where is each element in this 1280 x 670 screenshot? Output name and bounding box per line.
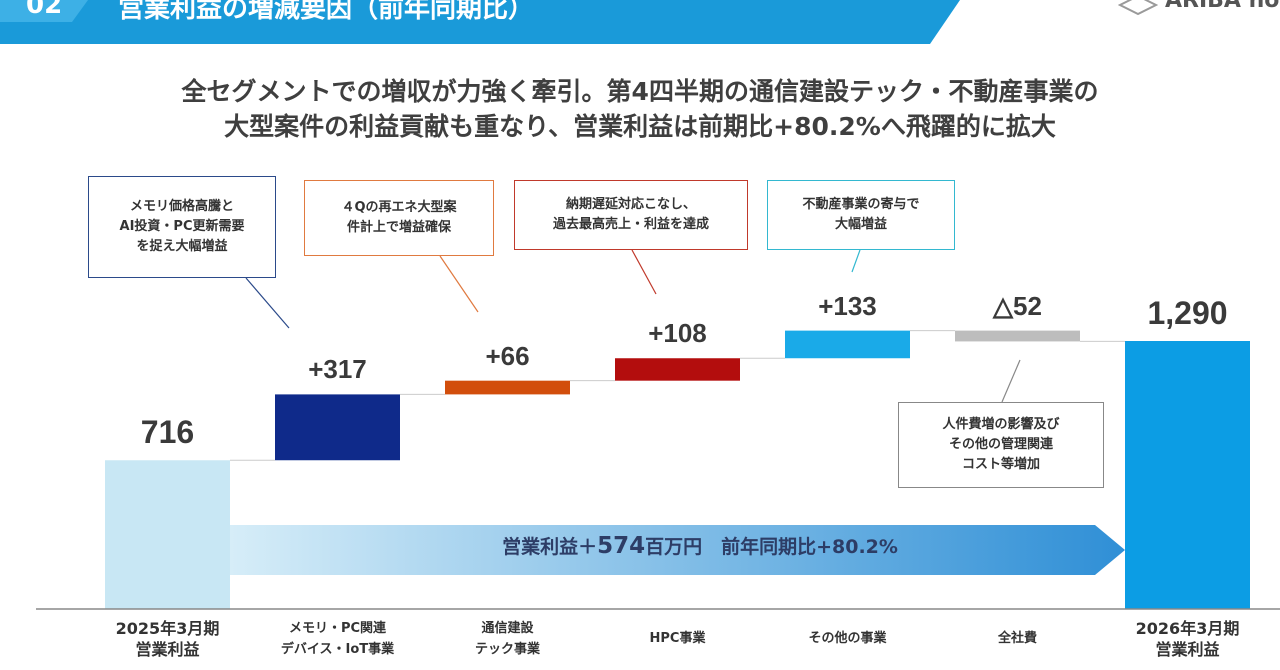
headline: 全セグメントでの増収が力強く牽引。第4四半期の通信建設テック・不動産事業の 大型… <box>0 74 1280 144</box>
company-logo-icon <box>1118 0 1158 16</box>
data-label-start: 716 <box>140 414 195 451</box>
header-band <box>0 0 960 44</box>
leader-line-5 <box>1001 359 1021 403</box>
company-logo-text: ARIBA hol <box>1165 0 1280 13</box>
category-label-line: メモリ・PC関連 <box>288 621 387 636</box>
category-label-line: 2026年3月期 <box>1135 619 1240 638</box>
summary-text: 営業利益＋574百万円 前年同期比+80.2% <box>380 532 1020 559</box>
growth-arrow <box>230 525 1125 575</box>
leader-line-1 <box>245 277 290 329</box>
category-label-line: 通信建設 <box>481 621 534 636</box>
headline-line-2: 大型案件の利益貢献も重なり、営業利益は前期比+80.2%へ飛躍的に拡大 <box>224 112 1056 141</box>
page-title: 営業利益の増減要因（前年同期比） <box>118 0 535 24</box>
category-label-other-business: その他の事業 <box>763 628 933 649</box>
category-label-memory-pc: メモリ・PC関連 デバイス・IoT事業 <box>253 618 423 660</box>
category-label-line: 2025年3月期 <box>115 619 220 638</box>
callout-line: 大幅増益 <box>834 217 887 232</box>
bar-telecom <box>445 380 570 395</box>
data-label-corporate-cost: △52 <box>993 290 1042 321</box>
callout-line: を捉え大幅増益 <box>136 239 228 254</box>
bar-memory-pc <box>275 394 400 461</box>
data-label-telecom: +66 <box>485 340 530 371</box>
summary-amount: 574 <box>597 533 646 559</box>
bar-other-business <box>785 330 910 359</box>
callout-hpc: 納期遅延対応こなし、 過去最高売上・利益を達成 <box>514 180 748 250</box>
category-label-start: 2025年3月期 営業利益 <box>83 618 253 660</box>
bar-start <box>105 460 230 609</box>
bar-corporate-cost <box>955 330 1080 342</box>
headline-line-1: 全セグメントでの増収が力強く牽引。第4四半期の通信建設テック・不動産事業の <box>181 77 1099 106</box>
summary-suffix: 百万円 前年同期比+80.2% <box>645 536 898 558</box>
callout-corporate-cost: 人件費増の影響及び その他の管理関連 コスト等増加 <box>898 402 1104 488</box>
leader-line-2 <box>439 255 479 313</box>
data-label-memory-pc: +317 <box>308 354 367 385</box>
category-label-line: 全社費 <box>997 631 1037 646</box>
callout-memory-pc: メモリ価格高騰と AI投資・PC更新需要 を捉え大幅増益 <box>88 176 276 278</box>
callout-line: その他の管理関連 <box>948 437 1053 452</box>
callout-line: ４Qの再エネ大型案 <box>341 200 457 215</box>
leader-line-3 <box>631 249 657 295</box>
category-label-end: 2026年3月期 営業利益 <box>1103 618 1273 660</box>
bar-hpc <box>615 358 740 381</box>
category-label-line: 営業利益 <box>1155 640 1220 659</box>
category-label-line: デバイス・IoT事業 <box>280 642 395 657</box>
callout-line: コスト等増加 <box>961 457 1040 472</box>
bar-end <box>1125 341 1250 609</box>
category-label-corporate-cost: 全社費 <box>933 628 1103 649</box>
category-label-telecom: 通信建設 テック事業 <box>423 618 593 660</box>
callout-line: メモリ価格高騰と <box>129 199 234 214</box>
callout-line: 人件費増の影響及び <box>942 417 1060 432</box>
category-label-line: 営業利益 <box>135 640 200 659</box>
callout-line: 不動産事業の寄与で <box>802 197 920 212</box>
callout-line: 過去最高売上・利益を達成 <box>552 217 709 232</box>
data-label-end: 1,290 <box>1147 295 1228 331</box>
data-label-other-business: +133 <box>818 290 877 321</box>
category-label-line: その他の事業 <box>808 631 887 646</box>
callout-line: 件計上で増益確保 <box>346 220 451 235</box>
category-label-line: テック事業 <box>474 642 540 657</box>
leader-line-4 <box>851 249 861 273</box>
category-label-line: HPC事業 <box>649 631 706 646</box>
category-label-hpc: HPC事業 <box>593 628 763 649</box>
section-number: 02 <box>26 0 63 20</box>
callout-telecom: ４Qの再エネ大型案 件計上で増益確保 <box>304 180 494 256</box>
callout-line: 納期遅延対応こなし、 <box>565 197 696 212</box>
callout-line: AI投資・PC更新需要 <box>119 219 245 234</box>
summary-prefix: 営業利益＋ <box>502 536 598 558</box>
callout-other-business: 不動産事業の寄与で 大幅増益 <box>767 180 955 250</box>
data-label-hpc: +108 <box>648 318 707 349</box>
